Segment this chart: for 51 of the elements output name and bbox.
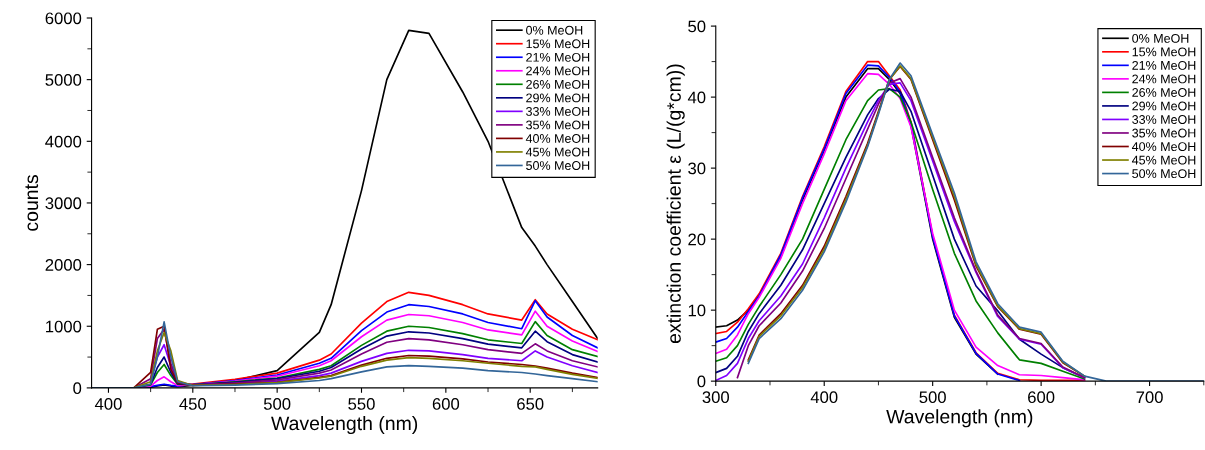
- y-axis-title: extinction coefficient ε (L/(g*cm)): [666, 64, 685, 344]
- x-tick-label: 600: [432, 398, 460, 410]
- legend-label: 24% MeOH: [526, 66, 590, 76]
- legend-label: 0% MeOH: [526, 25, 583, 35]
- y-tick-label: 0: [697, 375, 706, 388]
- legend-label: 29% MeOH: [526, 93, 590, 103]
- y-tick-label: 50: [688, 20, 706, 33]
- y-tick-label: 10: [688, 304, 706, 317]
- legend-label: 40% MeOH: [1131, 142, 1196, 151]
- legend-label: 50% MeOH: [1132, 169, 1196, 179]
- x-tick-label: 700: [1136, 391, 1163, 404]
- x-tick-label: 550: [348, 398, 375, 410]
- legend-label: 21% MeOH: [1132, 60, 1196, 70]
- legend-label: 50% MeOH: [526, 161, 590, 170]
- legend-label: 26% MeOH: [1132, 88, 1196, 97]
- legend-label: 45% MeOH: [1131, 155, 1196, 165]
- legend-label: 0% MeOH: [1132, 33, 1189, 43]
- y-tick-label: 4000: [45, 135, 82, 148]
- legend-label: 33% MeOH: [1132, 115, 1196, 124]
- x-axis-title: Wavelength (nm): [271, 415, 418, 435]
- y-axis-title: counts: [25, 175, 39, 231]
- x-axis-title: Wavelength (nm): [886, 409, 1033, 428]
- legend-label: 26% MeOH: [526, 79, 590, 89]
- legend-label: 21% MeOH: [526, 52, 590, 62]
- legend-label: 35% MeOH: [1132, 128, 1196, 138]
- y-tick-label: 20: [688, 233, 706, 246]
- legend-label: 15% MeOH: [1132, 47, 1196, 57]
- y-tick-label: 30: [688, 162, 706, 175]
- y-tick-label: 3000: [45, 197, 82, 210]
- legend-label: 40% MeOH: [525, 134, 590, 143]
- y-tick-label: 0: [73, 382, 82, 395]
- x-tick-label: 450: [179, 398, 207, 410]
- x-tick-label: 400: [810, 391, 838, 404]
- y-tick-label: 1000: [46, 320, 82, 333]
- legend-label: 15% MeOH: [526, 39, 590, 49]
- line-series: [747, 62, 1204, 382]
- legend-label: 24% MeOH: [1132, 74, 1196, 84]
- x-tick-label: 500: [263, 398, 291, 410]
- y-tick-label: 40: [687, 91, 706, 104]
- y-tick-label: 2000: [45, 259, 82, 271]
- x-tick-label: 500: [919, 391, 946, 404]
- legend-label: 45% MeOH: [525, 147, 590, 157]
- x-tick-label: 300: [702, 391, 730, 404]
- legend-label: 35% MeOH: [526, 120, 590, 130]
- y-tick-label: 5000: [45, 74, 82, 86]
- legend-label: 33% MeOH: [526, 106, 590, 116]
- x-tick-label: 400: [94, 398, 122, 410]
- x-tick-label: 650: [517, 398, 544, 410]
- x-tick-label: 600: [1028, 391, 1055, 404]
- legend-label: 29% MeOH: [1132, 101, 1196, 111]
- y-tick-label: 6000: [45, 12, 82, 25]
